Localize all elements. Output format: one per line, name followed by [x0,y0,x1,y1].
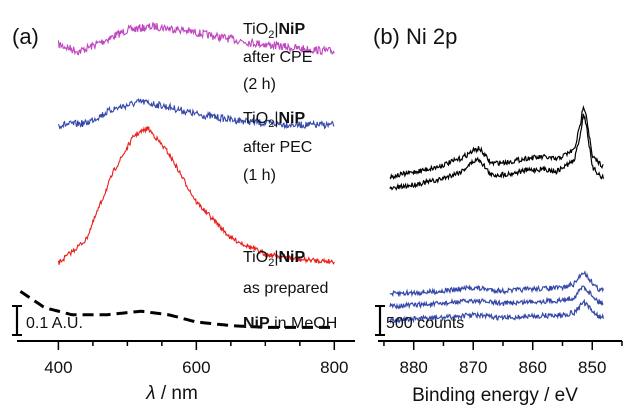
label-as-prepared-line2: as prepared [243,280,328,297]
panel-b-scale-bar-label: 500 counts [386,315,464,332]
panel-b-curves [389,104,604,325]
series-line-0 [57,21,335,56]
xps-x-tick-label-880: 880 [400,358,428,377]
label-after-pec-line1: TiO2|NiP [243,110,305,130]
x-tick-label-600: 600 [182,358,210,377]
xps-series-line-3 [389,285,604,310]
label-after-pec-line3: (1 h) [243,167,276,184]
panel-a-x-axis-title: λ / nm [145,383,198,404]
x-tick-label-400: 400 [44,358,72,377]
xps-x-tick-label-870: 870 [459,358,487,377]
series-line-1 [57,97,335,130]
panel-a-curves [19,21,335,329]
x-tick-label-800: 800 [320,358,348,377]
panel-a-absorbance: (a) 0.1 A.U. 400 600 800 λ / nm TiO2|NiP a… [12,21,355,404]
panel-a-label: (a) [12,24,39,49]
xps-series-line-0 [389,104,604,180]
xps-series-line-4 [389,298,604,325]
series-line-2 [57,125,335,265]
xps-series-line-1 [389,113,604,191]
xps-series-line-2 [389,270,604,298]
panel-a-x-axis: 400 600 800 λ / nm [17,340,355,404]
panel-b-x-axis-title: Binding energy / eV [412,385,578,406]
label-after-pec-line2: after PEC [243,139,312,156]
panel-b-label: (b) Ni 2p [373,24,457,49]
panel-b-x-axis: 880 870 860 850 Binding energy / eV [378,340,623,406]
xps-x-tick-label-860: 860 [519,358,547,377]
xps-x-tick-label-850: 850 [578,358,606,377]
label-after-cpe-line1: TiO2|NiP [243,21,305,41]
label-as-prepared-line1: TiO2|NiP [243,249,305,269]
label-nip-meoh: NiP in MeOH [243,315,337,332]
panel-a-series-labels: TiO2|NiP after CPE (2 h) TiO2|NiP after … [243,21,337,332]
label-after-cpe-line3: (2 h) [243,76,276,93]
panel-b-xps: (b) Ni 2p 500 counts 880 870 860 850 Bindin… [373,24,623,406]
series-line-3 [19,290,333,329]
panel-a-scale-bar-label: 0.1 A.U. [26,315,83,332]
panel-b-scale-bar: 500 counts [375,305,464,336]
panel-a-scale-bar: 0.1 A.U. [12,305,83,336]
label-after-cpe-line2: after CPE [243,49,312,66]
